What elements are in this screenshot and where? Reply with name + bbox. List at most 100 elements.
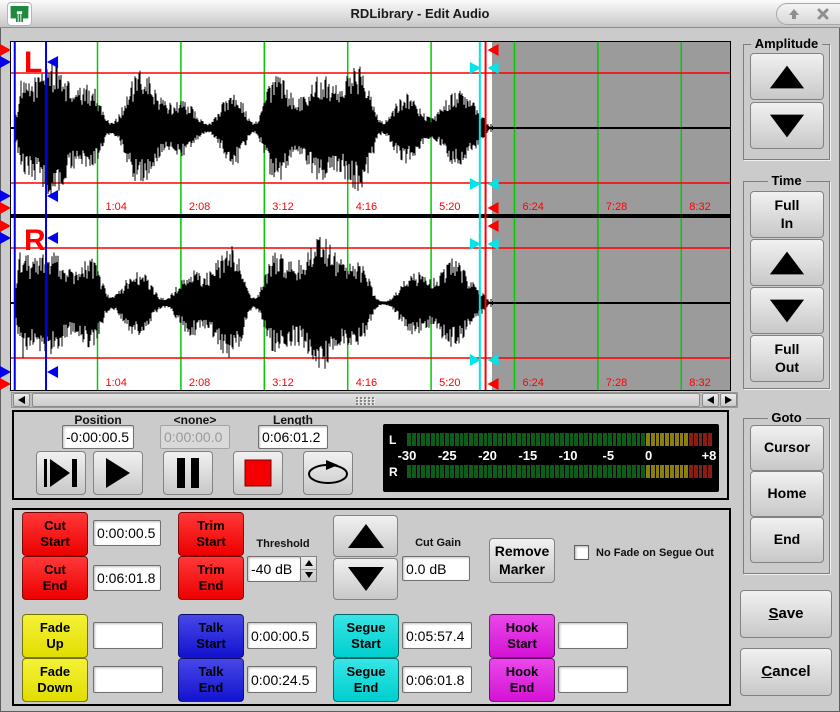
cut-start-handle[interactable] — [0, 202, 11, 214]
fade-down-field[interactable] — [93, 666, 163, 693]
segue-end-handle[interactable] — [487, 178, 499, 190]
gain-up-button[interactable] — [333, 515, 398, 557]
spin-up-icon[interactable] — [301, 557, 316, 569]
trim-end-button[interactable]: Trim End — [178, 556, 244, 600]
meter-segment — [521, 433, 526, 446]
no-fade-label: No Fade on Segue Out — [596, 547, 714, 559]
meter-segment — [674, 433, 679, 446]
segue-start-handle[interactable] — [469, 62, 481, 74]
position-field[interactable] — [62, 425, 134, 449]
segue-end-handle[interactable] — [487, 62, 499, 74]
loop-button[interactable] — [303, 451, 353, 495]
time-zoom-out-button[interactable] — [750, 287, 824, 334]
talk-start-handle[interactable] — [0, 190, 11, 202]
segue-start-button[interactable]: Segue Start — [333, 614, 399, 658]
talk-end-button[interactable]: Talk End — [178, 658, 244, 702]
talk-end-handle[interactable] — [47, 56, 59, 68]
meter-segment — [641, 433, 646, 446]
meter-segment — [483, 433, 488, 446]
cut-end-handle[interactable] — [487, 220, 499, 232]
cut-start-handle[interactable] — [0, 220, 11, 232]
cut-start-handle[interactable] — [0, 44, 11, 56]
remove-marker-button[interactable]: Remove Marker — [489, 538, 555, 583]
talk-start-handle[interactable] — [0, 232, 11, 244]
hook-start-field[interactable] — [558, 622, 628, 649]
segue-start-field[interactable] — [402, 622, 472, 649]
scroll-left-button-right[interactable] — [702, 393, 719, 407]
trim-start-button[interactable]: Trim Start — [178, 512, 244, 556]
fade-down-button[interactable]: Fade Down — [22, 658, 88, 702]
close-icon[interactable] — [810, 4, 836, 24]
cut-end-button[interactable]: Cut End — [22, 556, 88, 600]
cut-start-field[interactable] — [93, 520, 161, 546]
talk-start-button[interactable]: Talk Start — [178, 614, 244, 658]
fade-up-field[interactable] — [93, 622, 163, 649]
play-button[interactable] — [93, 451, 143, 495]
scroll-right-button[interactable] — [720, 393, 737, 407]
segue-end-field[interactable] — [402, 666, 472, 693]
cut-end-handle[interactable] — [487, 44, 499, 56]
goto-end-button[interactable]: End — [750, 517, 824, 563]
pause-button[interactable] — [163, 451, 213, 495]
cut-end-handle[interactable] — [487, 202, 499, 214]
right-arrow-icon — [725, 396, 732, 404]
hook-start-button[interactable]: Hook Start — [489, 614, 555, 658]
talk-end-field[interactable] — [247, 666, 317, 693]
waveform-display[interactable]: 1:04 2:08 3:12 4:16 5:20 6:24 7:28 8:32 L 1:04 2:0… — [10, 41, 731, 391]
segue-end-button[interactable]: Segue End — [333, 658, 399, 702]
meter-segment — [426, 433, 430, 446]
full-out-button[interactable]: Full Out — [750, 335, 824, 382]
meter-segment — [703, 465, 708, 478]
play-from-start-button[interactable] — [36, 451, 86, 495]
talk-end-handle[interactable] — [47, 366, 59, 378]
hook-end-field[interactable] — [558, 666, 628, 693]
meter-segment — [655, 433, 660, 446]
segue-start-handle[interactable] — [469, 238, 481, 250]
talk-start-field[interactable] — [247, 622, 317, 649]
segue-start-handle[interactable] — [469, 178, 481, 190]
left-edge-marker-handles[interactable] — [0, 42, 11, 390]
stop-button[interactable] — [233, 451, 283, 495]
cut-gain-field[interactable] — [402, 556, 470, 581]
goto-home-button[interactable]: Home — [750, 471, 824, 517]
cut-start-button[interactable]: Cut Start — [22, 512, 88, 556]
meter-segment — [622, 433, 626, 446]
waveform-scrollbar[interactable] — [11, 392, 738, 408]
threshold-field[interactable] — [247, 556, 301, 582]
meter-segment — [488, 433, 493, 446]
segue-end-handle[interactable] — [487, 354, 499, 366]
scrollbar-thumb[interactable] — [32, 393, 700, 407]
full-in-button[interactable]: Full In — [750, 191, 824, 238]
amplitude-up-button[interactable] — [750, 53, 824, 100]
meter-segment — [450, 433, 454, 446]
amplitude-down-button[interactable] — [750, 102, 824, 149]
meter-segment — [440, 465, 445, 478]
talk-start-handle[interactable] — [0, 366, 11, 378]
cut-end-field[interactable] — [93, 565, 161, 591]
shade-up-arrow-icon[interactable] — [781, 4, 807, 24]
meter-segment — [560, 433, 564, 446]
segue-start-handle[interactable] — [469, 354, 481, 366]
goto-cursor-button[interactable]: Cursor — [750, 425, 824, 471]
hook-end-button[interactable]: Hook End — [489, 658, 555, 702]
cut-end-handle[interactable] — [487, 378, 499, 390]
play-icon — [106, 458, 130, 488]
scroll-left-button[interactable] — [13, 393, 30, 407]
segue-end-handle[interactable] — [487, 238, 499, 250]
talk-end-handle[interactable] — [47, 232, 59, 244]
talk-start-handle[interactable] — [0, 56, 11, 68]
meter-segment — [617, 465, 622, 478]
length-field[interactable] — [258, 425, 328, 449]
talk-end-handle[interactable] — [47, 190, 59, 202]
cut-start-handle[interactable] — [0, 378, 11, 390]
threshold-spinbox[interactable] — [247, 556, 317, 582]
no-fade-checkbox[interactable] — [574, 545, 589, 560]
meter-segment — [435, 465, 440, 478]
spin-down-icon[interactable] — [301, 568, 316, 582]
threshold-spin-buttons[interactable] — [301, 556, 317, 582]
gain-down-button[interactable] — [333, 558, 398, 600]
time-zoom-in-button[interactable] — [750, 239, 824, 286]
fade-up-button[interactable]: Fade Up — [22, 614, 88, 658]
